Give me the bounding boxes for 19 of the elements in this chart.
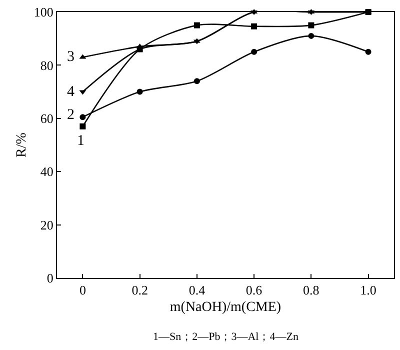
y-tick-label: 100	[34, 4, 54, 20]
x-tick-label: 1.0	[360, 282, 376, 298]
y-axis-title: R/%	[14, 132, 30, 158]
y-tick-label: 20	[40, 217, 54, 232]
x-tick-label: 0	[79, 282, 86, 298]
x-axis-title: m(NaOH)/m(CME)	[170, 300, 282, 315]
series-label: 3	[67, 49, 74, 65]
text: 1—Sn；2—Pb；3—Al；4—Zn	[153, 331, 299, 343]
y-tick-label: 60	[40, 110, 54, 126]
x-tick-label: 0.2	[132, 282, 148, 298]
y-tick-label: 80	[40, 58, 54, 73]
x-tick-label: 0.8	[303, 282, 320, 298]
series-label: 2	[67, 107, 74, 123]
series-label: 1	[77, 133, 84, 149]
x-tick-label: 0.4	[188, 282, 206, 298]
x-tick-label: 0.6	[246, 282, 263, 298]
series-label: 4	[67, 84, 75, 100]
y-tick-label: 40	[40, 164, 54, 180]
y-tick-label: 0	[46, 270, 54, 286]
